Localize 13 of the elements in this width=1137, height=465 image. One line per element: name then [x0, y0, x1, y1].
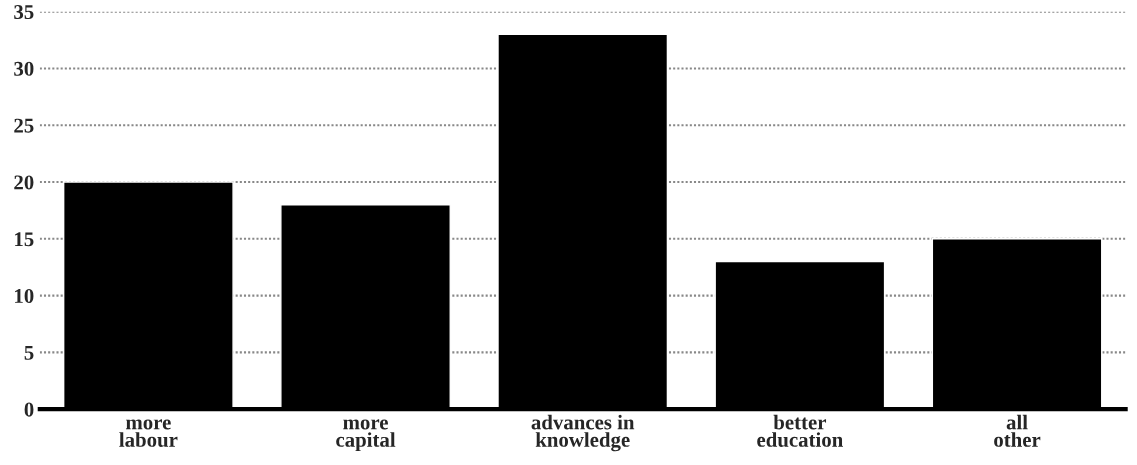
x-tick-label: advances in knowledge — [531, 414, 635, 452]
x-tick-label: more labour — [119, 419, 178, 447]
x-tick-label: all other — [994, 414, 1041, 447]
y-tick-label: 35 — [14, 5, 34, 20]
y-tick-label: 20 — [14, 175, 34, 190]
y-tick-label: 0 — [24, 402, 34, 417]
y-tick-label: 5 — [24, 345, 34, 360]
y-tick-label: 30 — [14, 61, 34, 76]
y-tick-label: 15 — [15, 232, 34, 247]
x-tick-label: better education — [757, 414, 843, 447]
x-tick-label: more capital — [336, 419, 396, 452]
y-tick-label: 10 — [15, 288, 34, 304]
y-tick-label: 25 — [14, 118, 34, 133]
